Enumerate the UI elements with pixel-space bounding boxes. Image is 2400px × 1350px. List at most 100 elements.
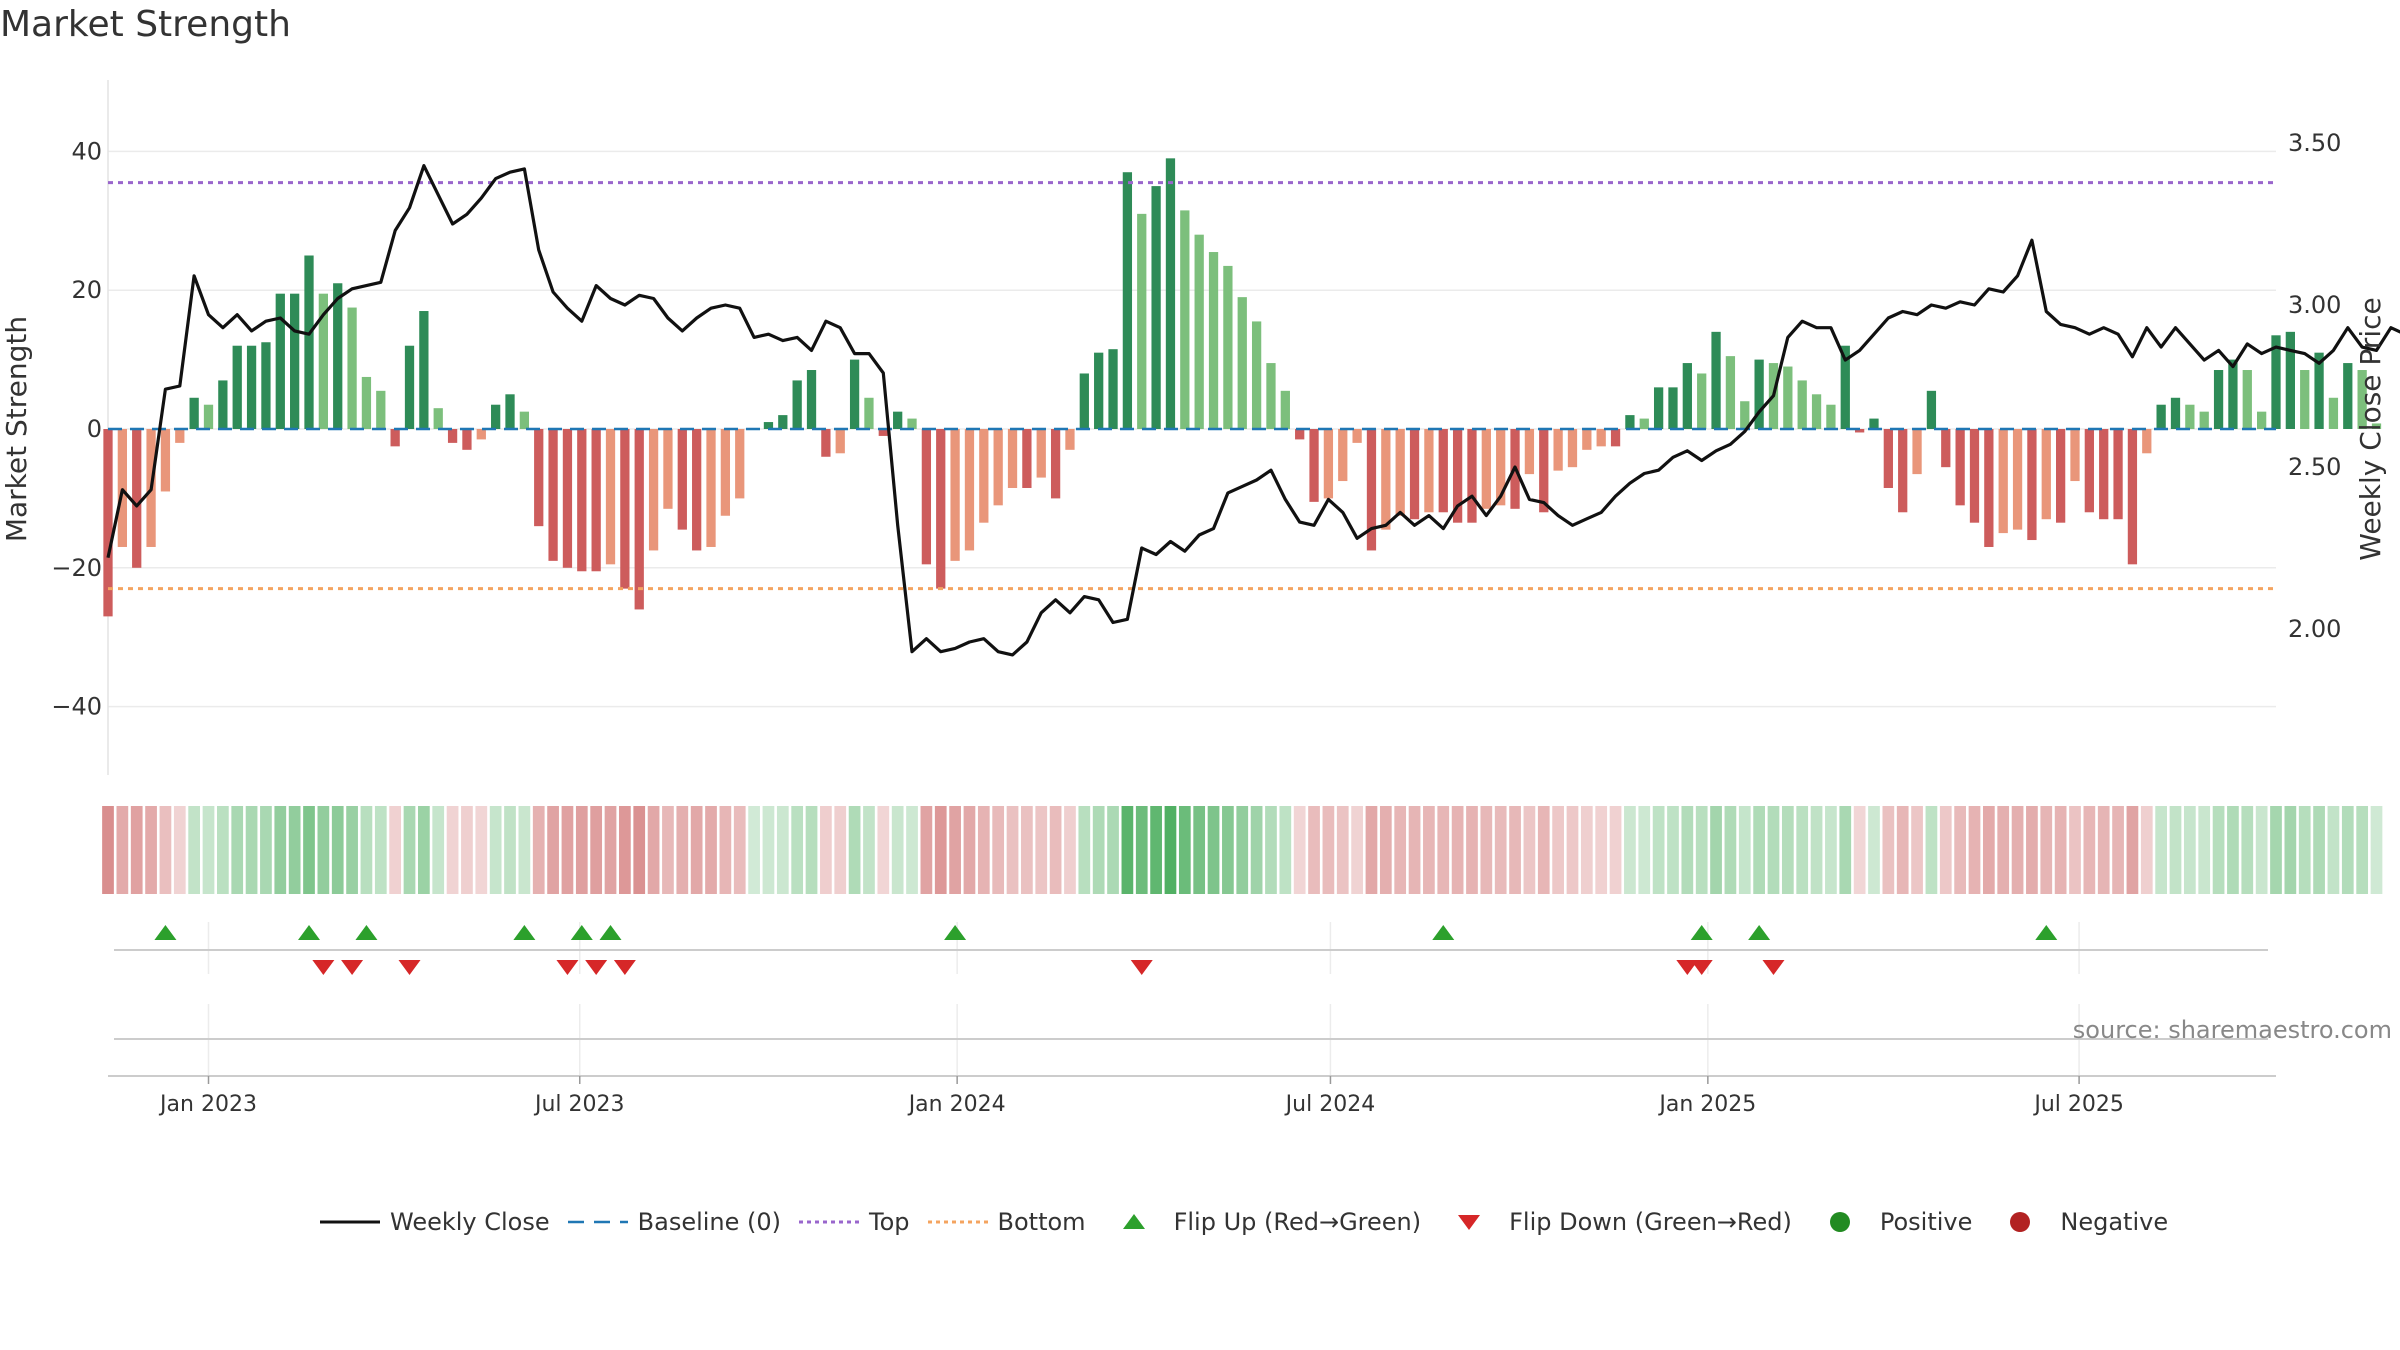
heat-cell: [518, 806, 531, 894]
heat-cell: [1738, 806, 1751, 894]
heat-cell: [1308, 806, 1320, 894]
heat-cell: [1509, 806, 1521, 894]
strength-bar: [835, 429, 845, 454]
heat-cell: [834, 806, 847, 894]
strength-bar: [1338, 429, 1348, 482]
heat-cell: [274, 806, 287, 894]
flip-up-marker: [570, 925, 593, 940]
strength-bar: [2041, 429, 2051, 520]
heat-cell: [1896, 806, 1909, 894]
flip-up-marker: [1690, 925, 1713, 940]
heat-cell: [1839, 806, 1852, 894]
heat-cell: [2140, 806, 2153, 894]
strength-bar: [1165, 158, 1176, 429]
flip-down-marker: [1676, 960, 1699, 975]
strength-bar: [849, 359, 860, 429]
heat-cell: [389, 806, 402, 894]
strength-bar: [562, 429, 573, 568]
strength-bar: [1955, 429, 1965, 506]
strength-bar: [1898, 429, 1908, 513]
legend-item-top: Top: [799, 1208, 910, 1236]
heat-cell: [791, 806, 804, 894]
heat-cell: [231, 806, 244, 894]
heat-cell: [1767, 806, 1780, 894]
flip-down-marker: [556, 960, 579, 975]
flip-up-marker: [2035, 925, 2058, 940]
heat-cell: [1537, 806, 1550, 894]
strength-bar: [1481, 429, 1491, 509]
strength-bar: [1596, 429, 1606, 447]
heat-cell: [705, 806, 717, 894]
heat-cell: [145, 806, 157, 894]
strength-bar: [878, 429, 888, 436]
y-tick-label: 0: [87, 415, 102, 443]
strength-bar: [1438, 429, 1448, 513]
strength-bar: [1582, 429, 1592, 450]
strength-bar: [577, 429, 587, 572]
heat-cell: [2169, 806, 2182, 894]
strength-bar: [433, 408, 443, 429]
heat-cell: [690, 806, 703, 894]
heat-cell: [1781, 806, 1794, 894]
heat-cell: [1595, 806, 1608, 894]
strength-bar: [1567, 429, 1578, 468]
heat-cell: [346, 806, 358, 894]
strength-bar: [950, 429, 960, 561]
heat-cell: [1365, 806, 1378, 894]
strength-bar: [1682, 363, 1692, 429]
legend-item-bottom: Bottom: [927, 1208, 1086, 1236]
heat-cell: [1193, 806, 1206, 894]
strength-bar: [1050, 429, 1061, 499]
heat-cell: [418, 806, 430, 894]
heat-cell: [877, 806, 890, 894]
strength-bar: [792, 380, 802, 429]
strength-bar: [2343, 363, 2353, 429]
heat-cell: [1480, 806, 1493, 894]
heat-cell: [116, 806, 129, 894]
flip-up-marker: [944, 925, 967, 940]
strength-bar: [1826, 404, 1836, 429]
heat-cell: [216, 806, 229, 894]
heat-cell: [590, 806, 603, 894]
flip-up-marker: [1432, 925, 1455, 940]
heat-cell: [202, 806, 215, 894]
strength-bar: [1697, 373, 1707, 429]
strength-bar: [1854, 429, 1865, 433]
strength-bar: [821, 429, 831, 457]
heat-cell: [288, 806, 301, 894]
heat-cell: [575, 806, 588, 894]
heat-cell: [173, 806, 186, 894]
strength-bar: [232, 345, 242, 429]
heat-cell: [1523, 806, 1536, 894]
heat-cell: [1437, 806, 1450, 894]
heat-cell: [360, 806, 373, 894]
heat-cell: [1222, 806, 1234, 894]
heat-cell: [2112, 806, 2124, 894]
heat-cell: [2183, 806, 2196, 894]
strength-bar: [663, 429, 673, 509]
heat-cell: [920, 806, 933, 894]
heat-cell: [1265, 806, 1277, 894]
strength-bar: [390, 429, 400, 447]
strength-bar: [1251, 321, 1262, 429]
x-tick-label: Jan 2024: [907, 1092, 1006, 1117]
heat-cell: [1853, 806, 1866, 894]
heat-cell: [532, 806, 545, 894]
legend-item-flip_up: Flip Up (Red→Green): [1104, 1208, 1421, 1236]
strength-bar: [376, 390, 386, 429]
heat-cell: [977, 806, 990, 894]
strength-bar: [1625, 415, 1635, 429]
strength-bar: [1266, 363, 1276, 429]
strength-bar: [1711, 331, 1721, 429]
strength-bar: [1223, 265, 1233, 429]
strength-bar: [2027, 429, 2037, 541]
legend-swatch-top: [799, 1220, 860, 1224]
heat-cell: [489, 806, 502, 894]
strength-bar: [1065, 429, 1075, 450]
heat-cell: [733, 806, 746, 894]
strength-bar: [692, 429, 702, 551]
heat-cell: [1408, 806, 1421, 894]
heat-cell: [2083, 806, 2096, 894]
strength-bar: [404, 345, 415, 429]
heat-cell: [1638, 806, 1651, 894]
